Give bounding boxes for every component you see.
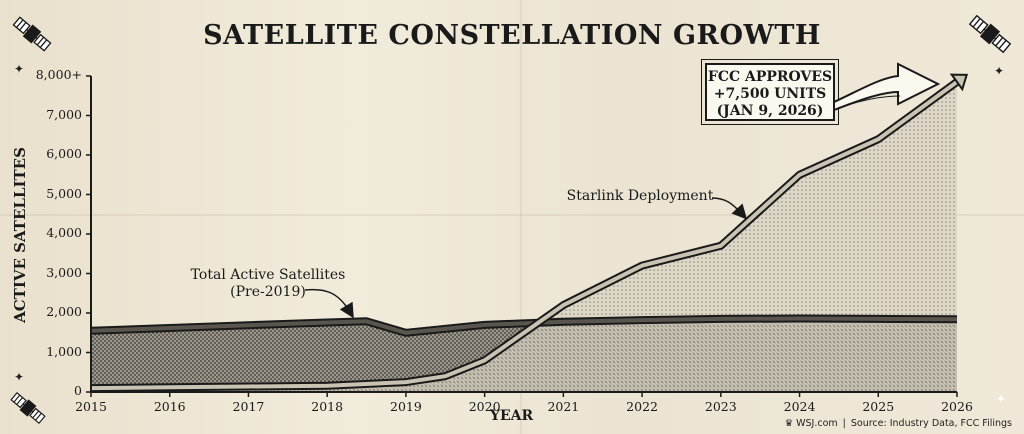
area-starlink (91, 81, 957, 393)
y-tick-label: 0 (74, 383, 82, 398)
y-tick-label: 4,000 (46, 225, 82, 240)
brand-name: WSJ.com (796, 418, 838, 429)
star-icon: ✦ (14, 62, 25, 76)
y-tick-label: 6,000 (46, 146, 82, 161)
starlink-arrow-head (949, 73, 969, 92)
y-tick-label: 1,000 (46, 343, 82, 359)
x-tick-label: 2016 (153, 399, 186, 414)
x-tick-label: 2023 (704, 399, 737, 414)
x-tick-label: 2025 (862, 399, 895, 414)
annotation-total-leader (304, 288, 354, 319)
star-icon: ✦ (994, 64, 1005, 78)
brand-logo-icon: ♛ (784, 418, 794, 429)
x-tick-label: 2021 (547, 399, 580, 414)
x-tick-label: 2026 (941, 399, 973, 414)
annotation-total-line1: Total Active Satellites (190, 267, 346, 283)
y-tick-label: 5,000 (46, 185, 82, 201)
source-text: Source: Industry Data, FCC Filings (850, 418, 1012, 429)
series-line-starlink-inner (90, 80, 959, 391)
annotation-starlink-leader (711, 197, 748, 220)
source-footer: ♛ WSJ.com | Source: Industry Data, FCC Fil… (784, 418, 1012, 429)
y-tick-label: 8,000+ (35, 67, 82, 82)
x-tick-label: 2020 (468, 399, 501, 414)
fcc-line2: +7,500 UNITS (713, 86, 827, 102)
fcc-line1: FCC APPROVES (707, 69, 833, 85)
x-tick-label: 2018 (311, 399, 344, 414)
annotation-total-line2: (Pre-2019) (230, 284, 306, 300)
fcc-arrow-icon (833, 62, 941, 112)
star-icon: ✦ (996, 392, 1007, 406)
paper-fold-horizontal (0, 214, 1024, 216)
x-tick-label: 2017 (232, 399, 265, 414)
y-tick-label: 2,000 (46, 304, 82, 319)
satellite-icon (968, 14, 1012, 54)
x-tick-label: 2015 (75, 399, 107, 414)
x-tick-label: 2022 (626, 399, 658, 414)
x-tick-label: 2024 (783, 399, 816, 414)
y-tick-label: 3,000 (46, 264, 82, 280)
annotation-starlink: Starlink Deployment (560, 188, 720, 205)
chart-title: SATELLITE CONSTELLATION GROWTH (203, 20, 821, 51)
star-icon: ✦ (14, 370, 25, 384)
satellite-icon (12, 16, 52, 52)
paper-fold-vertical (520, 0, 522, 434)
y-tick-label: 7,000 (46, 106, 82, 122)
x-axis-label: YEAR (490, 408, 534, 424)
series-line-total-active-inner (90, 316, 958, 335)
fcc-line3: (JAN 9, 2026) (716, 103, 824, 119)
fcc-callout-box: FCC APPROVES +7,500 UNITS (JAN 9, 2026) (701, 59, 839, 125)
satellite-icon (10, 391, 46, 425)
annotation-starlink-text: Starlink Deployment (566, 188, 714, 204)
x-tick-label: 2019 (390, 399, 422, 414)
annotation-total-active: Total Active Satellites (Pre-2019) (178, 267, 358, 301)
